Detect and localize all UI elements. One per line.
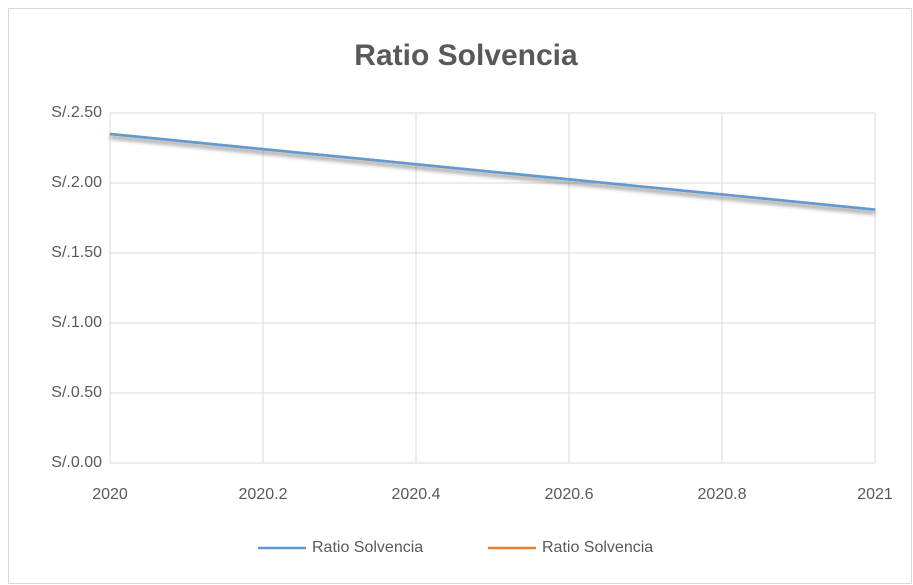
- x-tick-label: 2020.4: [392, 486, 441, 503]
- y-tick-label: S/.2.50: [51, 104, 102, 121]
- y-tick-label: S/.1.00: [51, 314, 102, 331]
- x-tick-label: 2020.8: [698, 486, 747, 503]
- x-tick-label: 2020: [92, 486, 128, 503]
- x-tick-label: 2020.6: [545, 486, 594, 503]
- series-line: [109, 132, 876, 211]
- x-tick-label: 2020.2: [239, 486, 288, 503]
- chart-border: [8, 8, 912, 584]
- y-tick-label: S/.0.00: [51, 454, 102, 471]
- y-tick-label: S/.1.50: [51, 244, 102, 261]
- legend-label: Ratio Solvencia: [542, 539, 653, 556]
- chart-title: Ratio Solvencia: [354, 39, 578, 72]
- x-tick-label: 2021: [857, 486, 893, 503]
- y-tick-label: S/.0.50: [51, 384, 102, 401]
- y-tick-label: S/.2.00: [51, 174, 102, 191]
- legend-label: Ratio Solvencia: [312, 539, 423, 556]
